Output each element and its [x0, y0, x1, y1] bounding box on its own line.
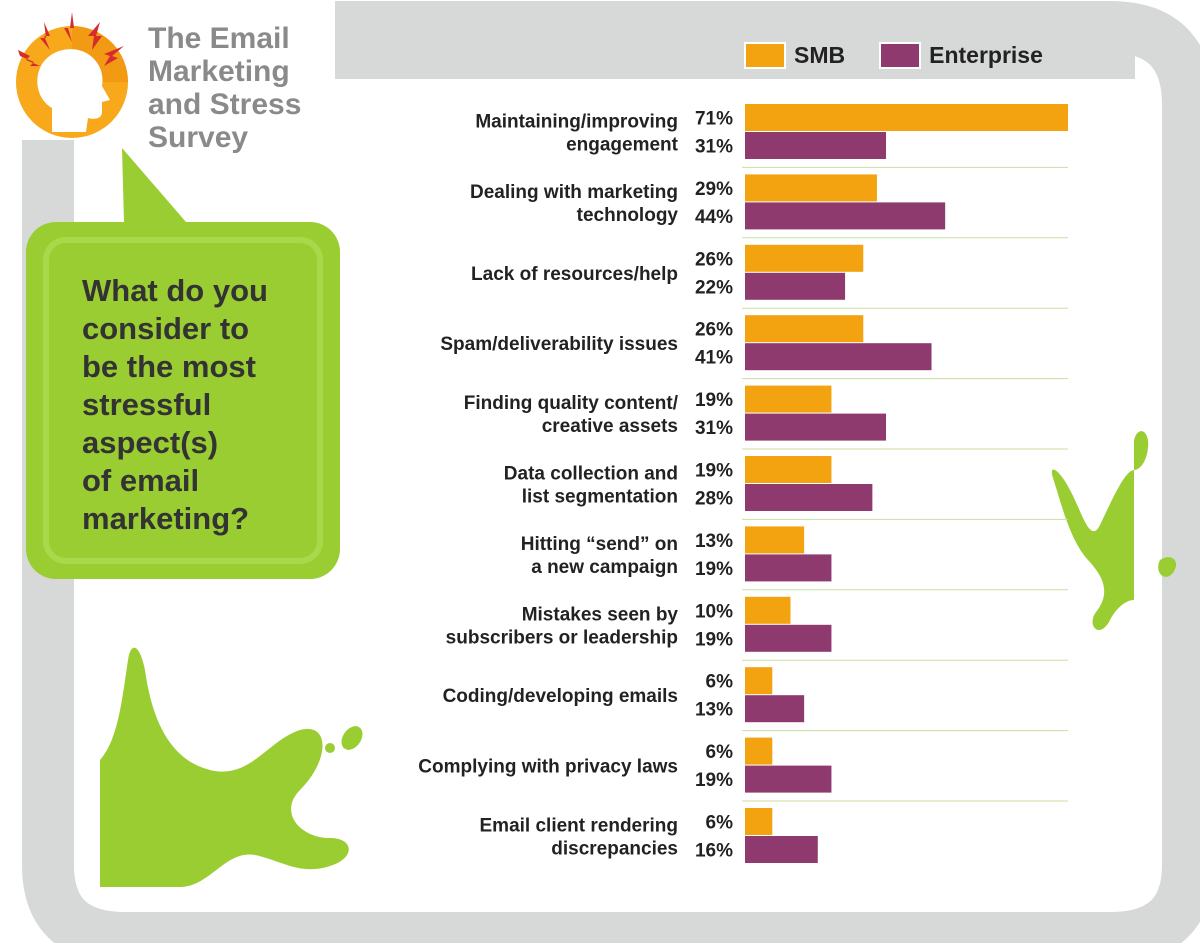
category-label: a new campaign	[531, 557, 678, 578]
category-label: discrepancies	[551, 839, 678, 860]
value-label-enterprise: 16%	[695, 841, 733, 862]
survey-title-line: Survey	[148, 121, 249, 154]
value-label-enterprise: 19%	[695, 559, 733, 580]
survey-title-line: and Stress	[148, 88, 302, 121]
green-splat-icon	[100, 647, 363, 887]
bar-enterprise	[745, 765, 832, 793]
value-label-enterprise: 41%	[695, 348, 733, 369]
bar-smb	[745, 315, 864, 343]
value-label-enterprise: 31%	[695, 137, 733, 158]
bar-enterprise	[745, 554, 832, 582]
category-label: Spam/deliverability issues	[440, 334, 678, 355]
category-label: Lack of resources/help	[471, 264, 678, 285]
question-line: What do you	[82, 273, 268, 308]
bar-smb	[745, 456, 832, 483]
category-label: creative assets	[542, 416, 678, 437]
bar-smb	[745, 596, 791, 624]
stressed-head-icon	[14, 12, 130, 140]
bar-smb	[745, 667, 773, 695]
value-label-enterprise: 22%	[695, 277, 733, 298]
category-label: engagement	[566, 135, 679, 156]
speech-bubble-tail	[122, 148, 186, 222]
bar-enterprise	[745, 202, 946, 230]
bar-smb	[745, 385, 832, 413]
value-label-smb: 26%	[695, 320, 733, 341]
value-label-smb: 13%	[695, 531, 733, 552]
value-label-smb: 19%	[695, 461, 733, 482]
bar-enterprise	[745, 272, 846, 300]
category-label: Dealing with marketing	[470, 182, 678, 203]
chart-panel	[100, 79, 1134, 887]
category-label: technology	[577, 205, 679, 226]
bar-enterprise	[745, 343, 932, 371]
legend-item-enterprise: Enterprise	[879, 41, 1043, 69]
value-label-enterprise: 13%	[695, 700, 733, 721]
value-label-smb: 6%	[706, 672, 734, 693]
green-splat-icon	[1051, 431, 1177, 630]
value-label-enterprise: 31%	[695, 418, 733, 439]
category-label: subscribers or leadership	[446, 627, 678, 648]
category-label: Finding quality content/	[464, 393, 679, 414]
category-label: Hitting “send” on	[521, 534, 678, 555]
value-label-smb: 6%	[706, 742, 734, 763]
survey-title-line: Marketing	[148, 55, 290, 88]
question-line: of email	[82, 463, 200, 498]
bar-smb	[745, 174, 877, 202]
survey-title-line: The Email	[148, 22, 290, 55]
bar-smb	[745, 737, 773, 765]
gray-frame	[22, 1, 1200, 943]
question-line: marketing?	[82, 501, 250, 536]
value-label-enterprise: 28%	[695, 489, 733, 510]
question-bubble	[26, 222, 340, 579]
category-label: Data collection and	[504, 464, 678, 485]
question-line: consider to	[82, 311, 250, 346]
bar-enterprise	[745, 836, 818, 863]
question-line: be the most	[82, 349, 256, 384]
value-label-enterprise: 44%	[695, 207, 733, 228]
legend-swatch-smb	[744, 41, 786, 69]
bar-enterprise	[745, 695, 805, 723]
value-label-smb: 29%	[695, 179, 733, 200]
question-line: aspect(s)	[82, 425, 219, 460]
chart-legend: SMB Enterprise	[744, 40, 1043, 70]
legend-swatch-enterprise	[879, 41, 922, 69]
survey-title: The Email Marketing and Stress Survey	[148, 22, 348, 154]
value-label-smb: 26%	[695, 249, 733, 270]
question-line: stressful	[82, 387, 212, 422]
value-label-smb: 19%	[695, 390, 733, 411]
value-label-enterprise: 19%	[695, 770, 733, 791]
bar-enterprise	[745, 132, 887, 159]
bar-smb	[745, 104, 1068, 131]
bar-smb	[745, 808, 773, 835]
legend-label-enterprise: Enterprise	[929, 41, 1043, 68]
bar-enterprise	[745, 413, 887, 441]
value-label-smb: 71%	[695, 109, 733, 130]
value-label-smb: 6%	[706, 813, 734, 834]
legend-label-smb: SMB	[794, 41, 846, 68]
category-label: list segmentation	[522, 487, 678, 508]
question-text: What do you consider to be the most stre…	[82, 272, 322, 538]
category-label: Maintaining/improving	[475, 112, 678, 133]
category-label: Coding/developing emails	[443, 686, 678, 707]
bar-enterprise	[745, 624, 832, 652]
category-label: Mistakes seen by	[522, 604, 679, 625]
bar-smb	[745, 244, 864, 272]
category-label: Complying with privacy laws	[418, 757, 678, 778]
value-label-smb: 10%	[695, 601, 733, 622]
value-label-enterprise: 19%	[695, 629, 733, 650]
category-label: Email client rendering	[480, 816, 679, 837]
bar-smb	[745, 526, 805, 554]
legend-item-smb: SMB	[744, 41, 846, 69]
bar-enterprise	[745, 484, 873, 511]
